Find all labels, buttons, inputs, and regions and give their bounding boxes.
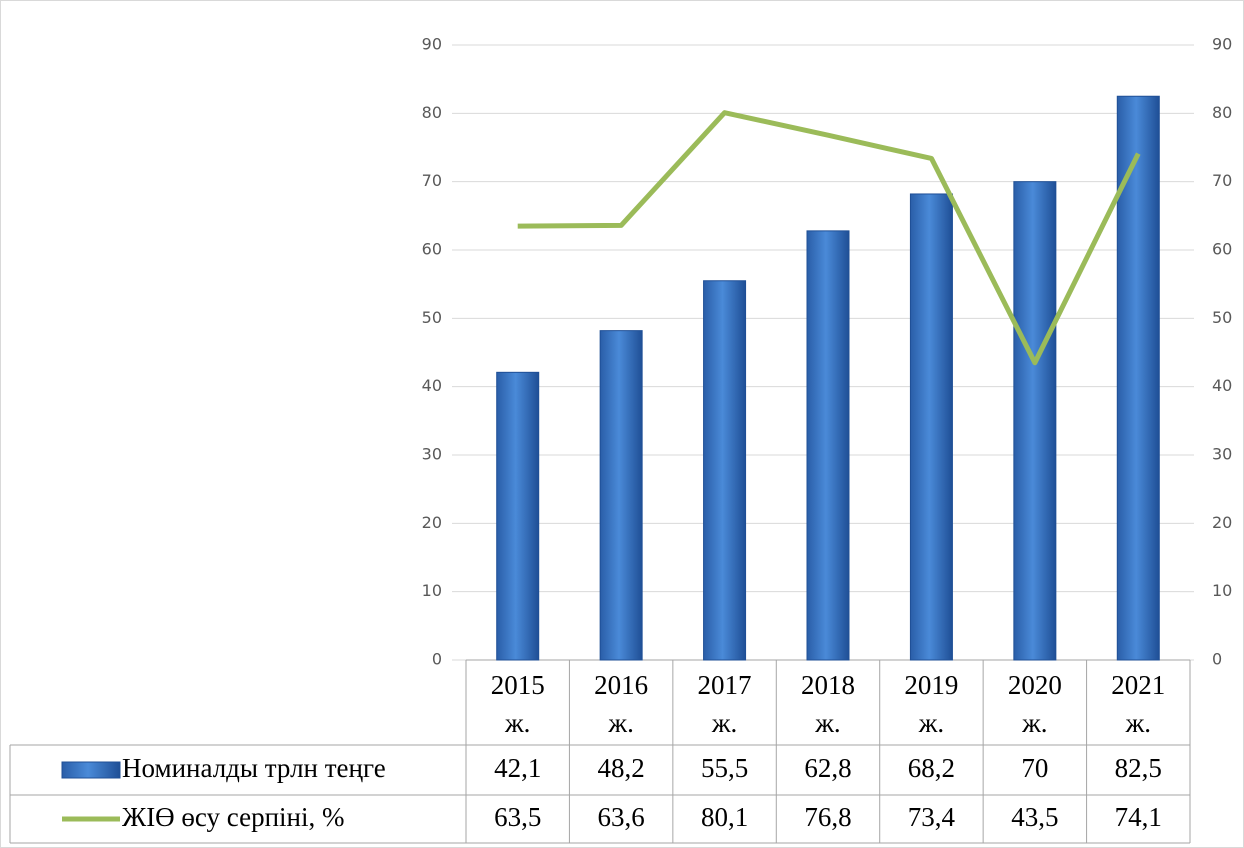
table-value: 63,6 [598,802,645,832]
bar [1013,181,1057,661]
y2-tick-label: 0 [1212,650,1222,669]
bar [909,193,953,661]
table-value: 62,8 [804,753,851,783]
category-cell: 2018ж. [800,670,855,738]
y-tick-label: 10 [422,581,442,600]
bar [599,330,643,661]
bar [1116,95,1160,661]
table-value: 80,1 [701,802,748,832]
bar [703,280,747,661]
y2-tick-label: 10 [1212,581,1232,600]
table-value: 43,5 [1011,802,1058,832]
table-value: 82,5 [1115,753,1162,783]
y2-tick-label: 20 [1212,513,1232,532]
y-tick-label: 40 [422,376,442,395]
line [517,110,1141,366]
table-value: 42,1 [494,753,541,783]
bar [496,371,540,661]
x-tick-label: 2017ж. [697,670,752,738]
table-value: 55,5 [701,753,748,783]
x-tick-label: 2016ж. [594,670,649,738]
legend-key [61,761,121,779]
table-value: 76,8 [804,802,851,832]
y-tick-label: 90 [422,35,442,54]
x-tick-label: 2020ж. [1007,670,1062,738]
category-cell: 2016ж. [594,670,649,738]
y2-tick-label: 60 [1212,240,1232,259]
y-tick-label: 70 [422,171,442,190]
legend-label: ЖІӨ өсу серпіні, % [122,802,345,832]
table-value: 73,4 [908,802,956,832]
y-tick-label: 20 [422,513,442,532]
table-value: 74,1 [1115,802,1162,832]
y2-tick-label: 30 [1212,445,1232,464]
x-tick-label: 2021ж. [1111,670,1166,738]
table-value: 68,2 [908,753,955,783]
category-cell: 2021ж. [1111,670,1166,738]
legend-label: Номиналды трлн теңге [122,753,386,783]
category-cell: 2017ж. [697,670,752,738]
category-cell: 2020ж. [1007,670,1062,738]
table-value: 63,5 [494,802,541,832]
y2-tick-label: 40 [1212,376,1232,395]
y2-tick-label: 70 [1212,171,1232,190]
table-value: 48,2 [598,753,645,783]
category-cell: 2019ж. [904,670,959,738]
y-tick-label: 80 [422,103,442,122]
y2-tick-label: 50 [1212,308,1232,327]
y-tick-label: 0 [432,650,442,669]
y-tick-label: 30 [422,445,442,464]
table-value: 70 [1021,753,1048,783]
x-tick-label: 2019ж. [904,670,959,738]
x-tick-label: 2015ж. [490,670,545,738]
y2-tick-label: 90 [1212,35,1232,54]
bar [806,230,850,661]
y-tick-label: 60 [422,240,442,259]
x-tick-label: 2018ж. [800,670,855,738]
y2-tick-label: 80 [1212,103,1232,122]
category-cell: 2015ж. [490,670,545,738]
y-tick-label: 50 [422,308,442,327]
